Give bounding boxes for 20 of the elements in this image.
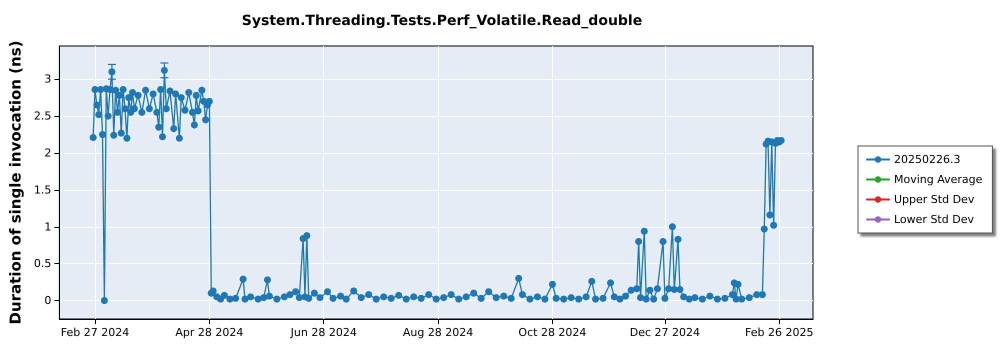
y-tick-label: 1 <box>44 220 52 234</box>
y-tick-label: 2.5 <box>34 110 52 123</box>
y-tick-label: 0.5 <box>34 257 52 270</box>
y-axis-title: Duration of single invocation (ns) <box>6 40 24 324</box>
x-tick-label: Jun 28 2024 <box>290 326 357 339</box>
y-tick-label: 0 <box>44 294 52 308</box>
x-tick-label: Aug 28 2024 <box>402 326 474 339</box>
legend-label: Upper Std Dev <box>894 193 975 206</box>
x-tick-label: Apr 28 2024 <box>175 326 244 339</box>
x-tick-label: Feb 26 2025 <box>745 326 814 339</box>
legend-label: Moving Average <box>894 173 983 186</box>
x-tick-label: Feb 27 2024 <box>60 326 130 339</box>
legend-label: 20250226.3 <box>894 153 960 166</box>
y-tick-label: 3 <box>44 72 52 86</box>
y-tick-label: 2 <box>44 146 52 160</box>
x-tick-label: Dec 27 2024 <box>630 326 700 339</box>
legend-label: Lower Std Dev <box>894 213 974 226</box>
x-tick-label: Oct 28 2024 <box>518 326 586 339</box>
chart-title: System.Threading.Tests.Perf_Volatile.Read_double <box>242 13 642 29</box>
y-tick-label: 1.5 <box>34 183 52 196</box>
